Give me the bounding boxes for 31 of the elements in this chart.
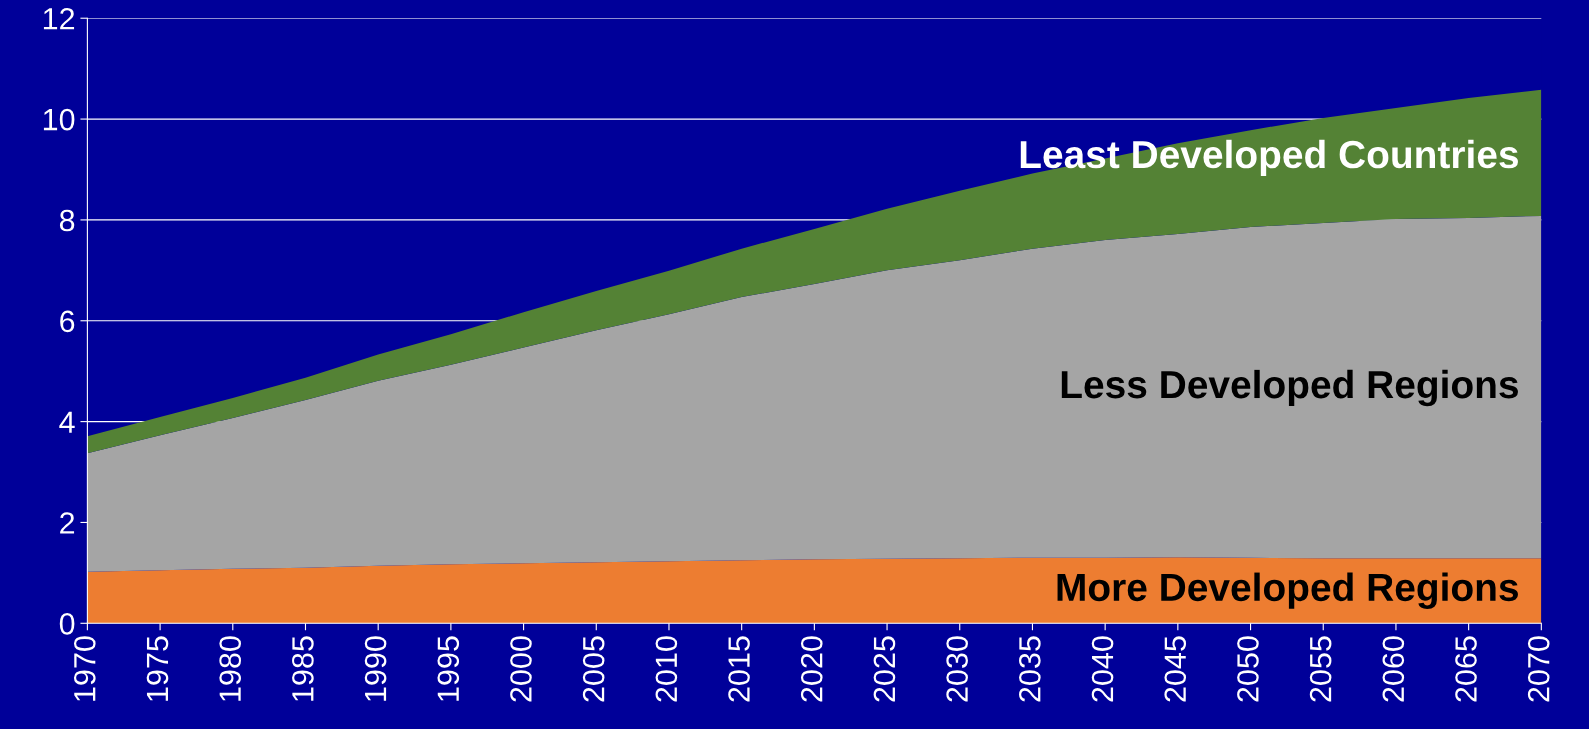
x-tick-label: 2025 [873,636,896,702]
x-tick-label: 2050 [1237,636,1259,702]
x-tick-label: 1975 [146,636,169,701]
x-tick-label: 2070 [1527,636,1550,702]
x-tick-label: 2040 [1091,636,1114,702]
x-tick-label: 2065 [1455,636,1477,702]
y-tick-label: 6 [60,310,75,333]
x-tick-label: 2060 [1382,636,1405,702]
x-tick-label: 1970 [73,636,96,701]
series-label: Least Developed Countries [1020,139,1518,177]
y-tick-label: 10 [43,108,75,131]
x-tick-label: 2030 [946,636,968,702]
x-tick-label: 2045 [1164,636,1187,702]
x-tick-label: 2055 [1309,636,1332,702]
y-tick-label: 12 [43,7,75,30]
x-tick-label: 2005 [582,636,605,702]
x-tick-label: 2020 [800,636,823,702]
y-tick-label: 8 [59,209,75,232]
series-label: More Developed Regions [1057,572,1518,609]
x-tick-label: 2010 [655,636,678,702]
y-tick-label: 2 [60,512,75,534]
series-label: Less Developed Regions [1061,369,1518,407]
x-tick-label: 1985 [292,636,314,701]
y-tick-label: 0 [59,613,75,635]
x-tick-label: 1995 [437,636,460,701]
x-tick-label: 2000 [510,636,532,702]
x-tick-label: 2015 [728,636,750,702]
y-tick-label: 4 [59,411,75,433]
x-tick-label: 1980 [219,636,241,701]
x-tick-label: 2035 [1019,636,1041,702]
x-tick-label: 1990 [364,636,387,701]
